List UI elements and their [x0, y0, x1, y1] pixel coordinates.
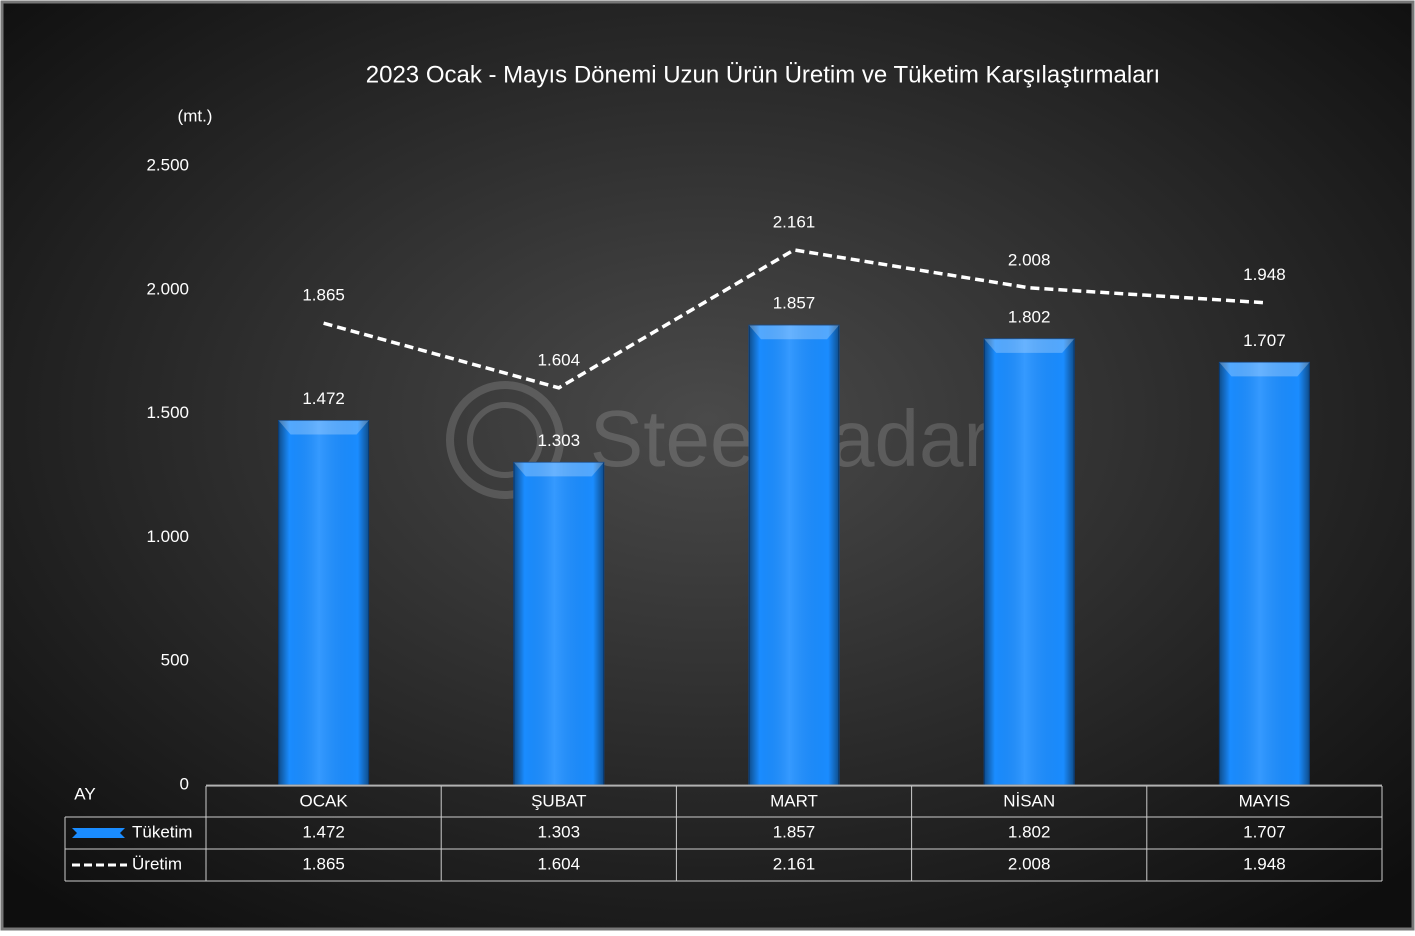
- table-cell: 1.948: [1243, 854, 1286, 873]
- bar: [513, 461, 605, 786]
- bar-bevel: [984, 338, 1075, 353]
- y-tick-label: 0: [180, 774, 189, 793]
- watermark-logo: [446, 381, 564, 499]
- data-label: 1.948: [1243, 265, 1286, 284]
- table-cell: 1.303: [538, 822, 581, 841]
- y-tick-label: 2.000: [146, 279, 189, 298]
- table-cell: 1.857: [773, 822, 816, 841]
- table-cell: 1.865: [302, 854, 345, 873]
- bar: [1218, 361, 1310, 786]
- table-cell: 1.604: [538, 854, 581, 873]
- data-label: 2.008: [1008, 250, 1051, 269]
- bar: [278, 420, 370, 786]
- table-header: ŞUBAT: [531, 791, 586, 810]
- y-tick-label: 2.500: [146, 155, 189, 174]
- y-tick-label: 1.000: [146, 527, 189, 546]
- table-cell: 2.161: [773, 854, 816, 873]
- y-tick-label: 1.500: [146, 403, 189, 422]
- bar-bevel: [513, 462, 604, 477]
- table-header: MAYIS: [1239, 791, 1291, 810]
- table-cell: 1.802: [1008, 822, 1051, 841]
- bar-bevel: [749, 325, 839, 340]
- table-cell: 1.472: [302, 822, 345, 841]
- data-label: 1.865: [302, 286, 345, 305]
- table-header: NİSAN: [1003, 791, 1055, 810]
- x-axis-label: AY: [74, 784, 95, 803]
- table-header: OCAK: [300, 791, 349, 810]
- table-cell: 1.707: [1243, 822, 1286, 841]
- legend-label: Tüketim: [132, 822, 192, 841]
- data-label: 1.707: [1243, 331, 1286, 350]
- bar: [983, 338, 1075, 786]
- y-axis-label: (mt.): [178, 106, 213, 125]
- data-label: 1.604: [538, 350, 581, 369]
- bar-bevel: [278, 420, 369, 435]
- legend-label: Üretim: [132, 854, 182, 873]
- bar: [748, 324, 840, 786]
- chart-title: 2023 Ocak - Mayıs Dönemi Uzun Ürün Üreti…: [366, 61, 1160, 88]
- data-label: 1.802: [1008, 307, 1051, 326]
- table-header: MART: [770, 791, 818, 810]
- table-cell: 2.008: [1008, 854, 1051, 873]
- data-label: 1.472: [302, 389, 345, 408]
- legend-swatch: [72, 828, 125, 838]
- data-label: 1.857: [773, 294, 816, 313]
- bar-bevel: [1219, 362, 1310, 377]
- data-label: 2.161: [773, 212, 816, 231]
- data-label: 1.303: [538, 431, 581, 450]
- y-tick-label: 500: [161, 651, 189, 670]
- line: [323, 248, 1265, 390]
